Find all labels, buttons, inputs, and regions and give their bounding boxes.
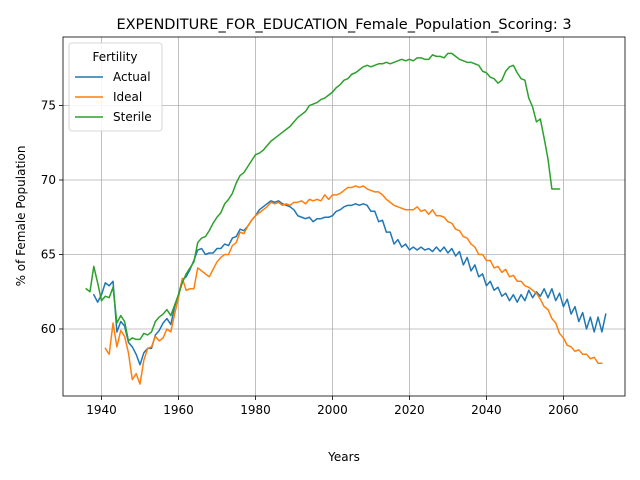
x-tick-label: 1940	[86, 403, 117, 417]
legend-entries: Actual Ideal Sterile	[75, 70, 152, 124]
series-line-ideal	[104, 185, 603, 385]
series-line-actual	[93, 200, 607, 366]
legend-label-actual: Actual	[113, 70, 151, 84]
y-tick-label: 65	[41, 247, 56, 261]
tick-layer: 1940 1960 1980 2000 2020 2040 2060 60 65 70 75	[41, 99, 579, 417]
legend-label-sterile: Sterile	[113, 110, 152, 124]
x-tick-label: 1960	[163, 403, 194, 417]
legend: Fertility Actual Ideal Sterile	[68, 42, 163, 132]
y-tick-label: 75	[41, 99, 56, 113]
legend-title: Fertility	[92, 50, 137, 64]
plot-area-frame	[62, 36, 626, 397]
legend-label-ideal: Ideal	[113, 90, 142, 104]
x-tick-label: 2060	[548, 403, 579, 417]
x-axis-label: Years	[327, 450, 360, 464]
y-axis-label: % of Female Population	[14, 146, 28, 287]
y-tick-label: 70	[41, 173, 56, 187]
series-line-sterile	[85, 52, 561, 342]
x-tick-label: 2040	[471, 403, 502, 417]
x-tick-label: 1980	[240, 403, 271, 417]
x-tick-label: 2020	[394, 403, 425, 417]
x-tick-label: 2000	[317, 403, 348, 417]
series-layer	[85, 52, 607, 385]
y-tick-label: 60	[41, 322, 56, 336]
legend-box	[68, 42, 163, 132]
chart-title: EXPENDITURE_FOR_EDUCATION_Female_Populat…	[116, 17, 571, 33]
